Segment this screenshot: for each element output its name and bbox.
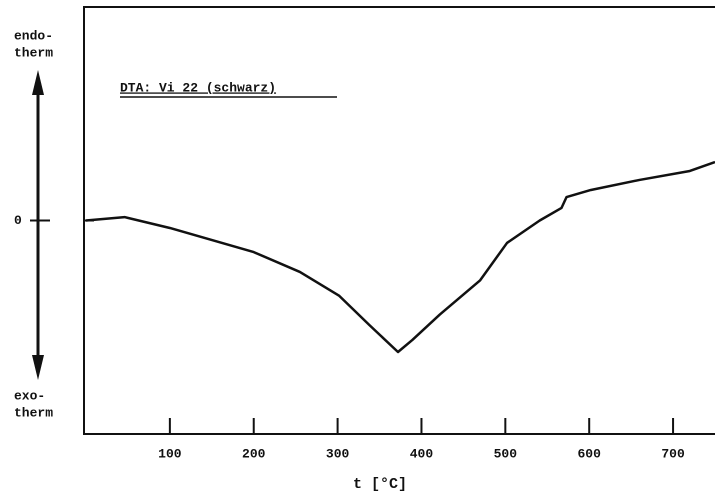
y-top-label: endo- — [14, 28, 53, 43]
arrow-up — [32, 70, 44, 95]
y-top-label: therm — [14, 45, 53, 60]
x-tick-label: 300 — [326, 446, 350, 461]
y-bottom-label: therm — [14, 405, 53, 420]
arrow-down — [32, 355, 44, 380]
x-tick-label: 500 — [494, 446, 518, 461]
annotation: DTA: Vi 22 (schwarz) — [120, 80, 276, 95]
x-axis-label: t [°C] — [353, 476, 407, 493]
data-line — [85, 160, 715, 354]
x-tick-label: 600 — [577, 446, 601, 461]
x-tick-label: 700 — [661, 446, 685, 461]
plot-frame — [83, 6, 715, 435]
y-tick-label: 0 — [14, 213, 22, 228]
x-tick-label: 100 — [158, 446, 182, 461]
x-tick-label: 400 — [410, 446, 434, 461]
y-bottom-label: exo- — [14, 388, 45, 403]
x-tick-label: 200 — [242, 446, 266, 461]
